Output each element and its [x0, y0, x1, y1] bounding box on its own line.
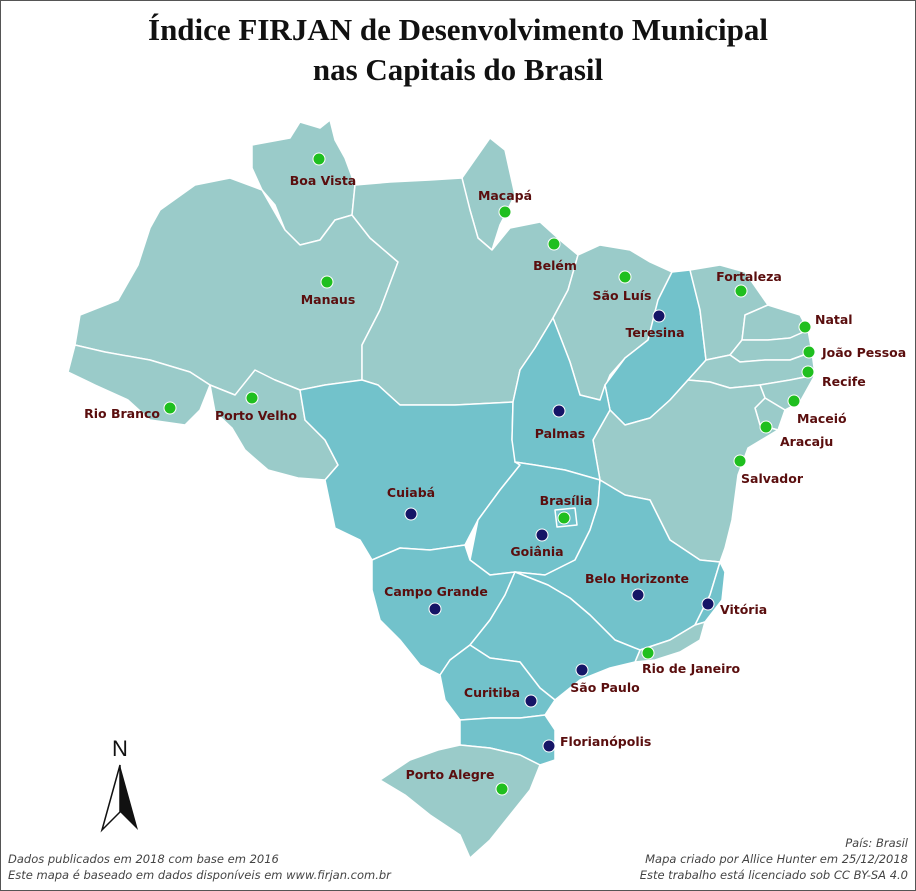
capital-label-recife: Recife: [822, 374, 866, 389]
capital-label-belo-horizonte: Belo Horizonte: [585, 571, 689, 586]
capital-label-cuiaba: Cuiabá: [387, 485, 435, 500]
capital-label-manaus: Manaus: [301, 292, 356, 307]
capital-label-brasilia: Brasília: [540, 493, 593, 508]
capital-dot-teresina: [652, 309, 666, 323]
capital-dot-boa-vista: [312, 152, 326, 166]
capital-label-belem: Belém: [533, 258, 577, 273]
capital-dot-sao-luis: [618, 270, 632, 284]
capital-dot-sao-paulo: [575, 663, 589, 677]
capital-dot-campo-grande: [428, 602, 442, 616]
capital-label-fortaleza: Fortaleza: [716, 269, 782, 284]
capital-dot-manaus: [320, 275, 334, 289]
map-title-line1: Índice FIRJAN de Desenvolvimento Municip…: [148, 12, 768, 47]
capital-label-florianopolis: Florianópolis: [560, 734, 651, 749]
capital-label-salvador: Salvador: [741, 471, 804, 486]
footer-author: Mapa criado por Allice Hunter em 25/12/2…: [645, 852, 908, 866]
capital-label-aracaju: Aracaju: [780, 434, 833, 449]
capital-label-natal: Natal: [815, 312, 853, 327]
capital-dot-natal: [798, 320, 812, 334]
capital-label-boa-vista: Boa Vista: [290, 173, 357, 188]
capital-label-porto-alegre: Porto Alegre: [406, 767, 495, 782]
state-rio-grande-do-sul: [379, 744, 541, 859]
capital-dot-macapa: [498, 205, 512, 219]
state-sao-paulo: [469, 571, 641, 701]
north-arrow-icon: N: [100, 736, 138, 833]
capital-label-curitiba: Curitiba: [464, 685, 520, 700]
capital-dot-fortaleza: [734, 284, 748, 298]
footer-source-site: Este mapa é baseado em dados disponíveis…: [8, 868, 391, 882]
capital-markers: Boa Vista Macapá Belém Manaus São Luís Fortal…: [84, 152, 906, 796]
capital-label-palmas: Palmas: [535, 426, 585, 441]
capital-dot-vitoria: [701, 597, 715, 611]
capital-label-joao-pessoa: João Pessoa: [821, 345, 906, 360]
capital-dot-brasilia: [557, 511, 571, 525]
capital-label-rio-de-janeiro: Rio de Janeiro: [642, 661, 741, 676]
capital-label-porto-velho: Porto Velho: [215, 408, 297, 423]
capital-dot-goiania: [535, 528, 549, 542]
capital-dot-porto-alegre: [495, 782, 509, 796]
capital-dot-florianopolis: [542, 739, 556, 753]
capital-label-vitoria: Vitória: [720, 602, 767, 617]
footer-source-date: Dados publicados em 2018 com base em 201…: [8, 852, 279, 866]
capital-label-goiania: Goiânia: [510, 544, 563, 559]
capital-dot-maceio: [787, 394, 801, 408]
capital-label-sao-luis: São Luís: [593, 288, 652, 303]
capital-label-sao-paulo: São Paulo: [570, 680, 640, 695]
footer-country: País: Brasil: [845, 836, 908, 850]
footer-license: Este trabalho está licenciado sob CC BY-…: [639, 868, 908, 882]
capital-dot-rio-branco: [163, 401, 177, 415]
capital-label-rio-branco: Rio Branco: [84, 406, 160, 421]
capital-dot-palmas: [552, 404, 566, 418]
capital-dot-rio-de-janeiro: [641, 646, 655, 660]
north-arrow-label: N: [112, 736, 128, 761]
capital-dot-salvador: [733, 454, 747, 468]
capital-dot-recife: [801, 365, 815, 379]
capital-dot-belem: [547, 237, 561, 251]
map-title-line2: nas Capitais do Brasil: [312, 52, 604, 87]
capital-label-campo-grande: Campo Grande: [384, 584, 488, 599]
capital-label-macapa: Macapá: [478, 188, 532, 203]
capital-dot-joao-pessoa: [802, 345, 816, 359]
capital-dot-cuiaba: [404, 507, 418, 521]
capital-dot-aracaju: [759, 420, 773, 434]
state-bahia: [592, 379, 779, 563]
capital-dot-curitiba: [524, 694, 538, 708]
capital-dot-belo-horizonte: [631, 588, 645, 602]
capital-dot-porto-velho: [245, 391, 259, 405]
capital-label-teresina: Teresina: [625, 325, 684, 340]
state-mato-grosso: [299, 379, 521, 561]
capital-label-maceio: Maceió: [797, 411, 847, 426]
